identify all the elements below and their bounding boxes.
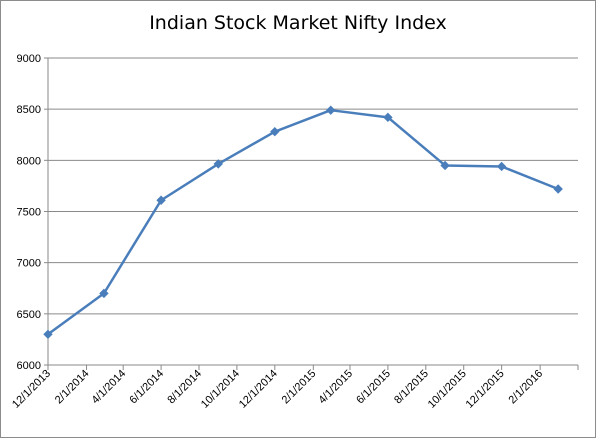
data-point	[326, 105, 336, 115]
x-tick-label: 8/1/2014	[165, 368, 204, 407]
y-tick-label: 6000	[17, 360, 41, 372]
x-tick-label: 6/1/2015	[354, 368, 393, 407]
x-tick-label: 2/1/2016	[506, 368, 545, 407]
x-tick-label: 2/1/2015	[280, 368, 319, 407]
data-point	[496, 161, 507, 172]
y-tick-label: 8000	[17, 155, 41, 167]
x-tick-label: 10/1/2014	[199, 368, 242, 411]
x-tick-label: 4/1/2015	[316, 368, 355, 407]
x-tick-label: 10/1/2015	[426, 368, 469, 411]
y-tick-label: 6500	[17, 309, 41, 321]
x-tick-label: 4/1/2014	[90, 368, 129, 407]
x-tick-label: 2/1/2014	[53, 368, 92, 407]
data-point	[270, 126, 280, 137]
chart-title: Indian Stock Market Nifty Index	[149, 12, 447, 34]
y-tick-label: 8500	[17, 104, 41, 116]
y-tick-label: 7000	[17, 258, 41, 270]
x-tick-label: 6/1/2014	[127, 368, 166, 407]
y-tick-label: 9000	[17, 53, 41, 65]
data-point	[43, 329, 53, 340]
x-tick-label: 12/1/2014	[237, 368, 280, 411]
data-point	[383, 112, 393, 123]
data-point	[99, 288, 109, 299]
data-point	[213, 159, 223, 169]
x-tick-label: 12/1/2013	[10, 368, 53, 411]
y-tick-label: 7500	[17, 207, 41, 219]
data-point	[156, 195, 166, 205]
series-line	[47, 108, 559, 336]
x-tick-label: 8/1/2015	[392, 368, 431, 407]
data-point	[553, 184, 563, 194]
data-point	[440, 160, 450, 171]
x-tick-label: 12/1/2015	[464, 368, 507, 411]
